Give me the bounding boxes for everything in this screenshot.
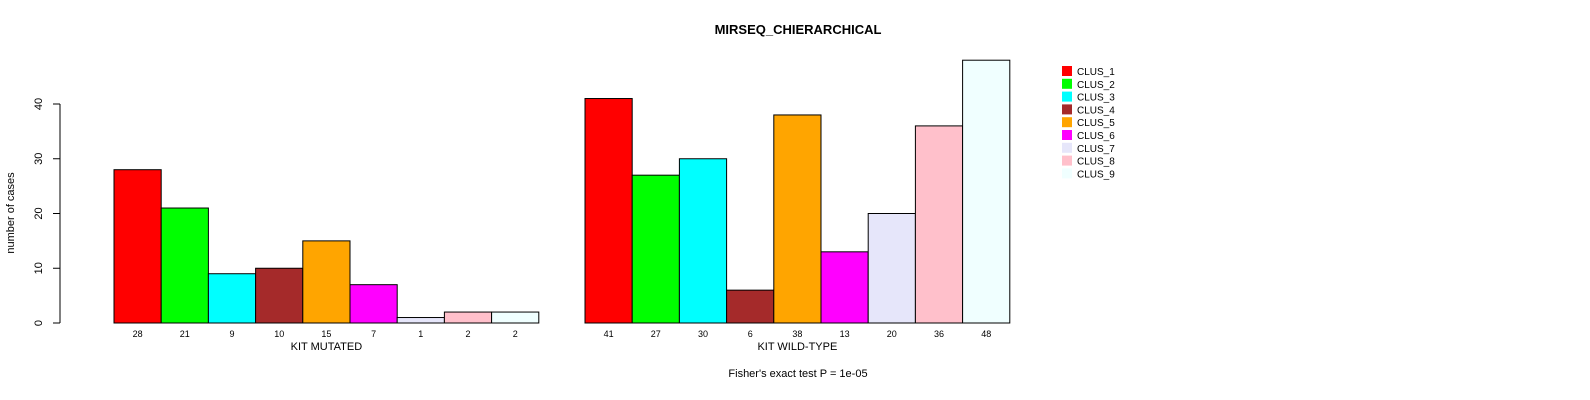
legend-item: CLUS_7 [1062, 142, 1115, 155]
legend-item: CLUS_9 [1062, 168, 1115, 180]
bar [349, 284, 398, 324]
bar-value-label: 41 [604, 329, 614, 339]
bar [160, 207, 209, 324]
legend-swatch [1062, 66, 1072, 76]
legend-label: CLUS_3 [1077, 93, 1115, 104]
bar [914, 125, 964, 324]
chart-title: MIRSEQ_CHIERARCHICAL [715, 22, 882, 37]
bar-value-label: 9 [229, 329, 234, 339]
legend-label: CLUS_9 [1077, 169, 1115, 180]
legend-swatch [1062, 104, 1072, 115]
bar-value-label: 36 [934, 329, 944, 339]
legend-label: CLUS_1 [1077, 67, 1115, 78]
legend-item: CLUS_5 [1062, 117, 1115, 129]
y-tick-label: 40 [33, 98, 45, 110]
bar [867, 213, 916, 324]
bar-value-label: 15 [321, 329, 331, 339]
y-axis: 0 10 20 30 40 [33, 98, 61, 326]
bar [631, 174, 680, 324]
legend-swatch [1062, 78, 1072, 89]
legend-item: CLUS_4 [1062, 104, 1115, 116]
y-tick-label: 20 [33, 207, 45, 219]
bar-value-label: 21 [180, 329, 190, 339]
bar [396, 317, 445, 324]
bar [443, 311, 493, 324]
fisher-test-caption: Fisher's exact test P = 1e-05 [728, 368, 867, 380]
bar-value-label: 38 [792, 329, 802, 339]
bar-value-label: 2 [465, 329, 470, 339]
legend-label: CLUS_6 [1077, 131, 1115, 142]
bar-value-label: 6 [748, 329, 753, 339]
legend-swatch [1062, 168, 1072, 179]
bar-group: 41 27 30 6 38 13 20 36 48 KIT WILD-TYPE [584, 59, 1011, 353]
legend-label: CLUS_7 [1077, 144, 1115, 155]
bar-value-label: 13 [840, 329, 850, 339]
bar [678, 158, 728, 324]
bar [207, 273, 257, 324]
legend-item: CLUS_6 [1062, 130, 1115, 142]
bar-value-label: 48 [981, 329, 991, 339]
legend-label: CLUS_5 [1077, 118, 1115, 129]
legend-swatch [1062, 117, 1072, 128]
bar-group: 28 21 9 10 15 7 1 2 2 KIT MUTATED [113, 169, 540, 353]
legend-swatch [1062, 142, 1072, 153]
y-tick-label: 10 [33, 262, 45, 274]
bar-value-label: 2 [513, 329, 518, 339]
bar [726, 289, 775, 324]
group-label: KIT WILD-TYPE [757, 341, 837, 353]
y-axis-label: number of cases [5, 172, 17, 254]
bar [962, 59, 1011, 324]
bar [820, 251, 869, 324]
bar-value-label: 7 [371, 329, 376, 339]
bar [113, 169, 162, 324]
bar [302, 240, 351, 324]
y-tick-label: 30 [33, 153, 45, 165]
bar-value-label: 28 [133, 329, 143, 339]
bar-value-label: 10 [274, 329, 284, 339]
legend-swatch [1062, 130, 1072, 140]
legend-item: CLUS_8 [1062, 155, 1115, 168]
legend-label: CLUS_4 [1077, 105, 1115, 116]
bar-value-label: 27 [651, 329, 661, 339]
legend-label: CLUS_8 [1077, 157, 1115, 168]
bar [255, 267, 304, 324]
bar [584, 98, 633, 324]
bar-value-label: 1 [418, 329, 423, 339]
legend-swatch [1062, 155, 1072, 166]
bar [491, 311, 540, 324]
bar-value-label: 30 [698, 329, 708, 339]
group-label: KIT MUTATED [291, 341, 363, 353]
legend-label: CLUS_2 [1077, 80, 1115, 91]
bar [773, 114, 822, 324]
legend-item: CLUS_2 [1062, 78, 1115, 91]
legend-swatch [1062, 91, 1072, 102]
y-tick-label: 0 [33, 320, 45, 326]
legend-item: CLUS_3 [1062, 91, 1115, 104]
legend-item: CLUS_1 [1062, 66, 1115, 78]
bar-value-label: 20 [887, 329, 897, 339]
